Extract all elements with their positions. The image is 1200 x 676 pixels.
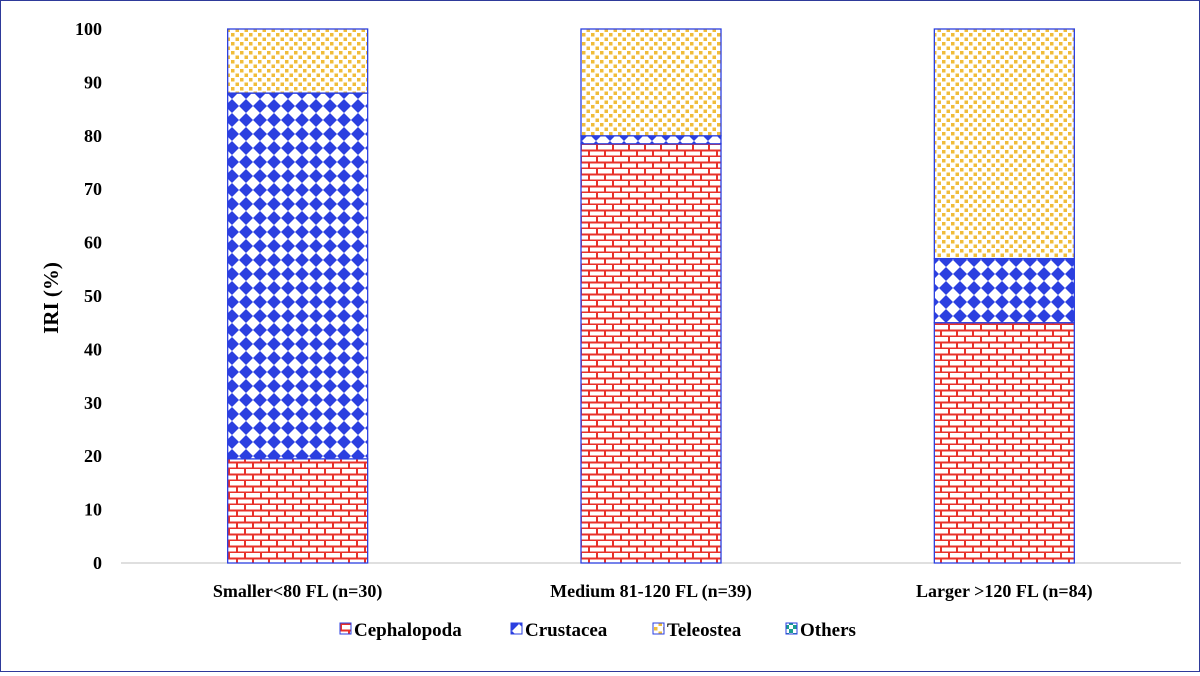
y-tick-label: 50 (84, 286, 102, 306)
x-category-label: Larger >120 FL (n=84) (916, 581, 1093, 602)
bars-layer (227, 28, 1075, 564)
legend-swatch-others (785, 622, 798, 635)
y-tick-label: 70 (84, 179, 102, 199)
y-axis-label: IRI (%) (39, 262, 63, 334)
legend-swatch-cephalopoda (339, 622, 352, 635)
y-tick-label: 40 (84, 339, 102, 359)
legend: Cephalopoda Crustacea Teleostea Others (339, 620, 856, 641)
bar-segment-teleostea (227, 28, 369, 94)
legend-label-teleostea: Teleostea (667, 620, 742, 641)
bar-segment-cephalopoda (227, 458, 369, 564)
legend-swatch-crustacea (510, 622, 523, 635)
bar-segment-crustacea (933, 257, 1075, 324)
legend-label-others: Others (800, 620, 856, 641)
y-tick-label: 30 (84, 393, 102, 413)
x-category-label: Smaller<80 FL (n=30) (213, 581, 383, 602)
x-category-label: Medium 81-120 FL (n=39) (550, 581, 752, 602)
y-tick-label: 10 (84, 500, 102, 520)
y-tick-label: 20 (84, 446, 102, 466)
labels-layer: 0 10 20 30 40 50 60 70 80 90 100 Smaller<80 FL (n=3… (75, 19, 1093, 602)
bar-segment-teleostea (580, 28, 722, 137)
bar-segment-cephalopoda (580, 143, 722, 564)
y-tick-label: 80 (84, 126, 102, 146)
legend-swatch-teleostea (652, 622, 665, 635)
y-tick-label: 90 (84, 72, 102, 92)
y-tick-label: 0 (93, 553, 102, 573)
bar-segment-teleostea (933, 28, 1075, 260)
bar-segment-crustacea (227, 92, 369, 460)
y-tick-label: 60 (84, 233, 102, 253)
legend-label-cephalopoda: Cephalopoda (354, 620, 462, 641)
bar-segment-crustacea (580, 135, 722, 145)
bar-segment-cephalopoda (933, 322, 1075, 564)
legend-label-crustacea: Crustacea (525, 620, 608, 641)
y-tick-label: 100 (75, 19, 102, 39)
